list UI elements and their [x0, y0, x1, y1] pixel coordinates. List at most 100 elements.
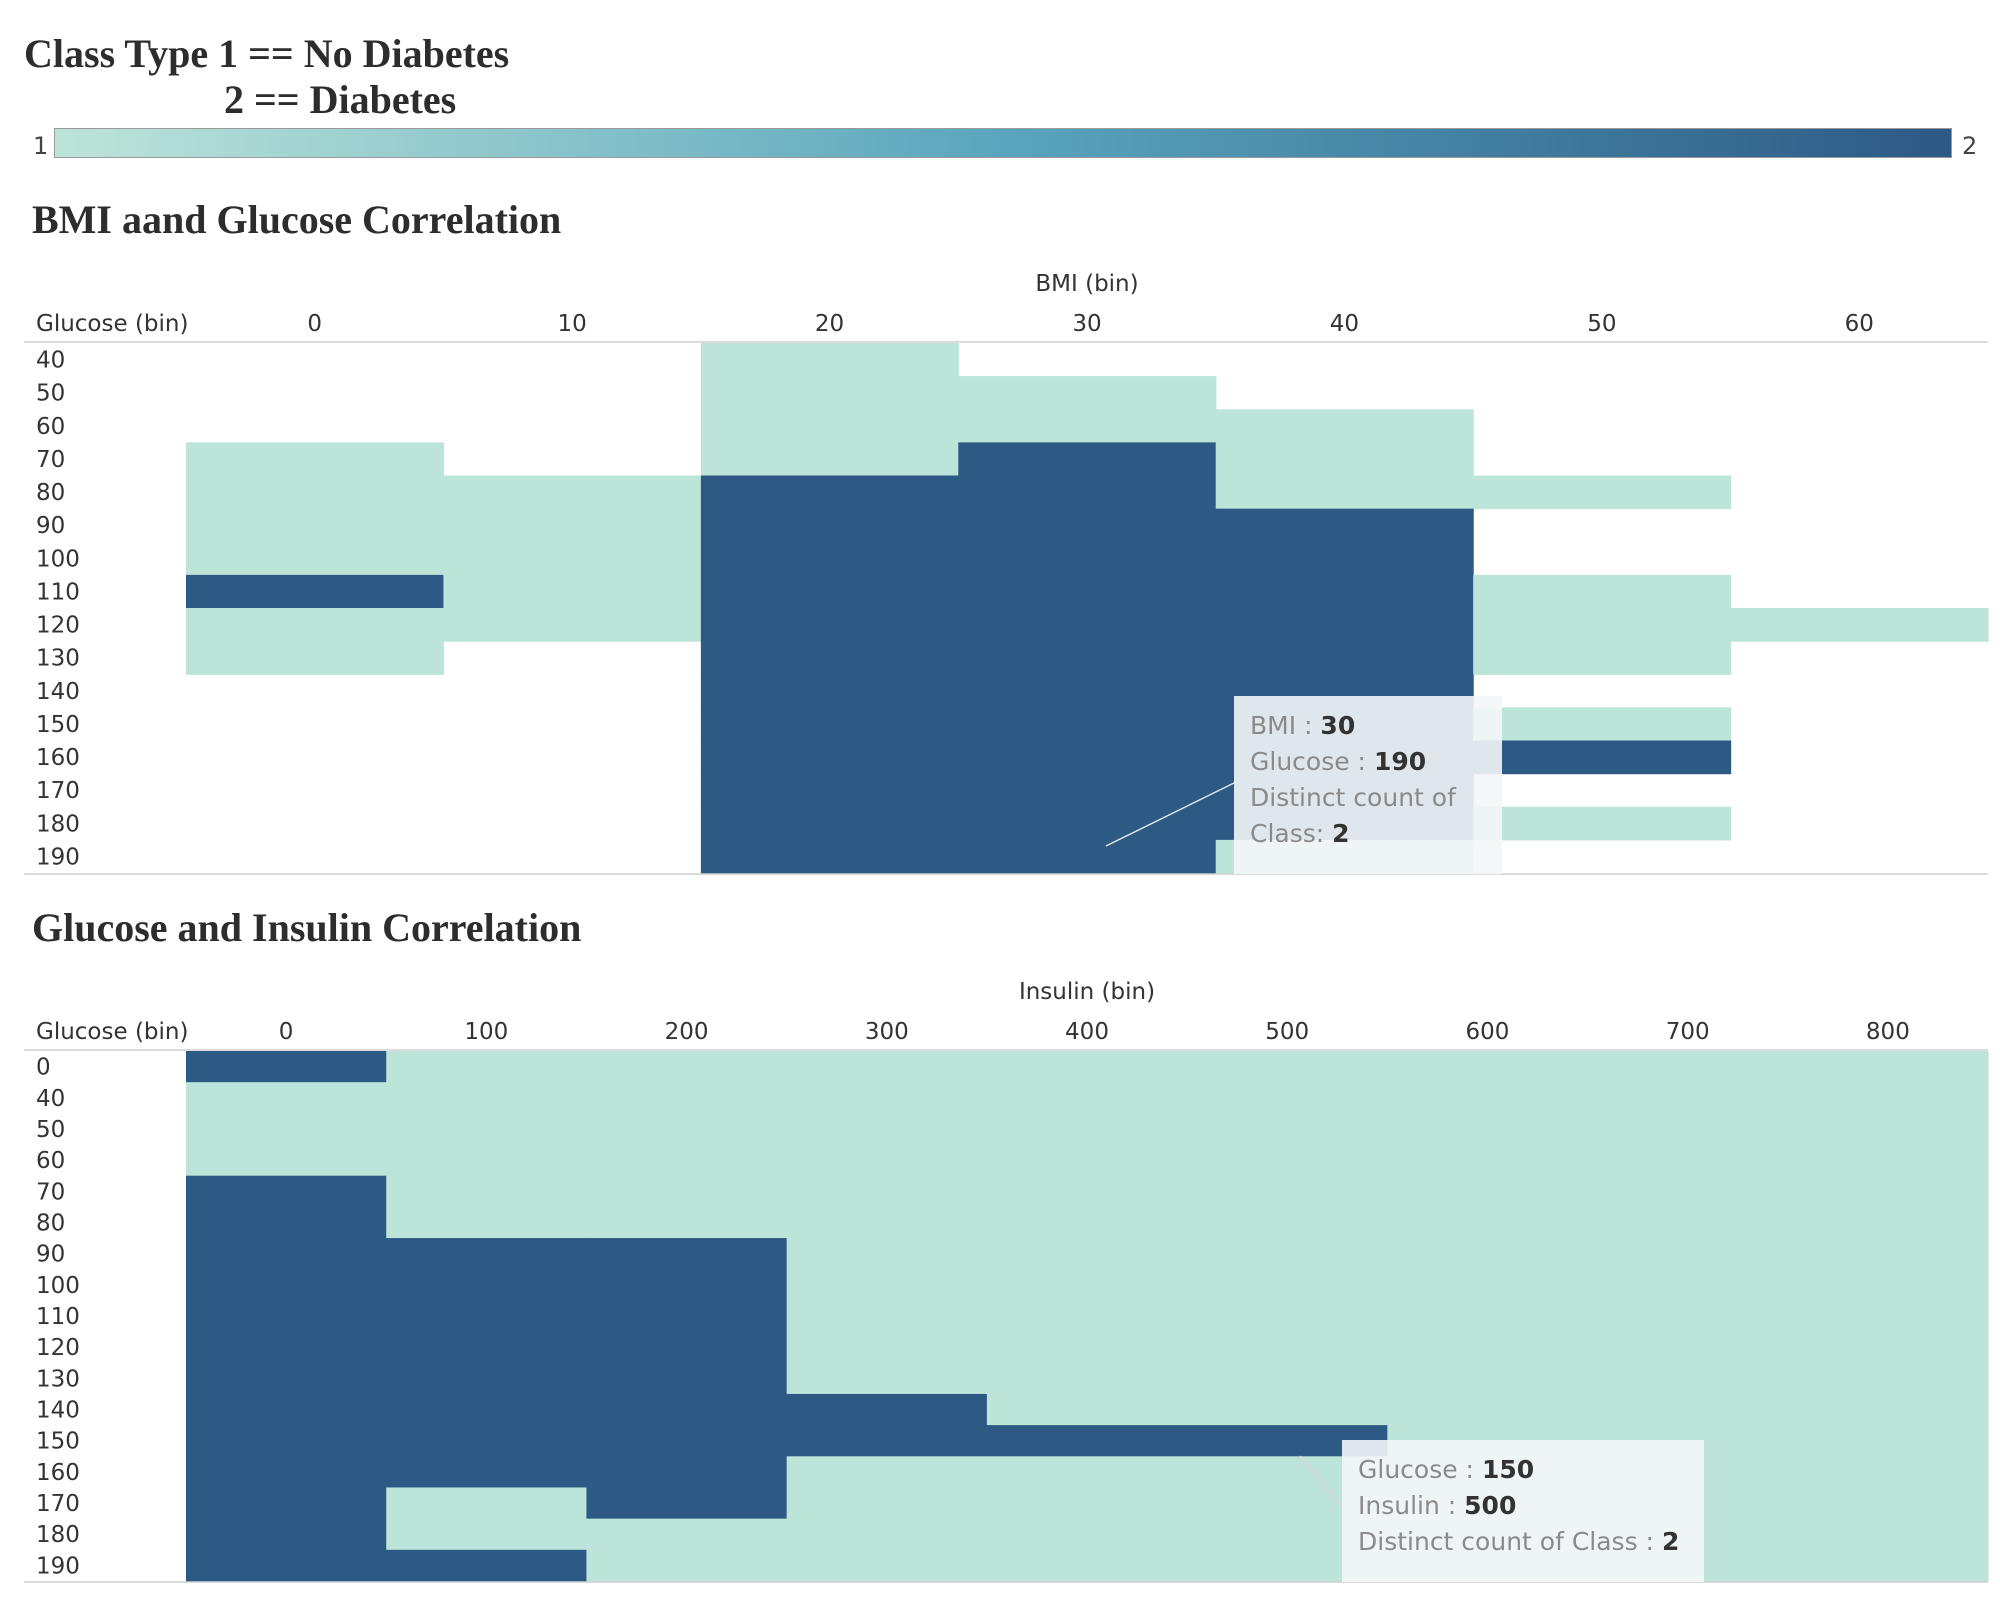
heatmap-cell[interactable] — [186, 1113, 387, 1146]
heatmap-cell[interactable] — [386, 1175, 588, 1208]
heatmap-cell[interactable] — [1473, 707, 1732, 742]
heatmap-cell[interactable] — [1473, 806, 1732, 841]
heatmap-cell[interactable] — [586, 1549, 788, 1582]
heatmap-cell[interactable] — [1187, 1206, 1388, 1239]
heatmap-cell[interactable] — [1187, 1175, 1388, 1208]
heatmap-cell[interactable] — [1215, 608, 1474, 642]
heatmap-cell[interactable] — [1587, 1051, 1789, 1083]
heatmap-cell[interactable] — [1787, 1362, 1989, 1395]
heatmap-cell[interactable] — [1587, 1238, 1789, 1270]
heatmap-cell[interactable] — [786, 1456, 988, 1489]
heatmap-cell[interactable] — [1587, 1300, 1789, 1333]
heatmap-cell[interactable] — [386, 1144, 588, 1177]
heatmap-cell[interactable] — [386, 1051, 588, 1083]
heatmap-cell[interactable] — [1787, 1456, 1989, 1489]
heatmap-cell[interactable] — [786, 1144, 988, 1177]
heatmap-cell[interactable] — [1587, 1206, 1789, 1239]
heatmap-cell[interactable] — [958, 409, 1217, 443]
heatmap-cell[interactable] — [386, 1362, 588, 1395]
heatmap-cell[interactable] — [1473, 740, 1732, 775]
heatmap-cell[interactable] — [786, 1206, 988, 1239]
heatmap-cell[interactable] — [986, 1269, 1188, 1302]
heatmap-cell[interactable] — [1215, 574, 1474, 609]
heatmap-cell[interactable] — [700, 839, 959, 874]
heatmap-cell[interactable] — [443, 608, 702, 642]
heatmap-cell[interactable] — [1187, 1331, 1388, 1364]
heatmap-cell[interactable] — [1787, 1082, 1989, 1114]
heatmap-cell[interactable] — [186, 1518, 387, 1551]
heatmap-cell[interactable] — [186, 1362, 387, 1395]
heatmap-cell[interactable] — [1473, 574, 1732, 609]
heatmap-cell[interactable] — [386, 1238, 588, 1270]
heatmap-cell[interactable] — [700, 409, 959, 443]
heatmap-cell[interactable] — [1187, 1362, 1388, 1395]
heatmap-cell[interactable] — [986, 1113, 1188, 1146]
heatmap-cell[interactable] — [986, 1238, 1188, 1270]
heatmap-cell[interactable] — [1587, 1082, 1789, 1114]
heatmap-cell[interactable] — [586, 1051, 788, 1083]
heatmap-cell[interactable] — [386, 1113, 588, 1146]
heatmap-cell[interactable] — [1387, 1082, 1589, 1114]
heatmap-cell[interactable] — [386, 1487, 588, 1520]
heatmap-cell[interactable] — [443, 541, 702, 576]
heatmap-cell[interactable] — [1215, 409, 1474, 443]
heatmap-cell[interactable] — [586, 1144, 788, 1177]
heatmap-cell[interactable] — [986, 1393, 1188, 1426]
heatmap-cell[interactable] — [443, 475, 702, 510]
heatmap-cell[interactable] — [958, 674, 1217, 708]
heatmap-cell[interactable] — [958, 740, 1217, 775]
heatmap-cell[interactable] — [986, 1206, 1188, 1239]
heatmap-cell[interactable] — [700, 608, 959, 642]
heatmap-cell[interactable] — [1187, 1393, 1388, 1426]
heatmap-cell[interactable] — [786, 1113, 988, 1146]
heatmap-cell[interactable] — [386, 1518, 588, 1551]
heatmap-cell[interactable] — [186, 442, 445, 477]
heatmap-cell[interactable] — [1587, 1113, 1789, 1146]
heatmap-cell[interactable] — [786, 1487, 988, 1520]
heatmap-cell[interactable] — [700, 674, 959, 708]
heatmap-cell[interactable] — [186, 1269, 387, 1302]
heatmap-cell[interactable] — [1387, 1238, 1589, 1270]
heatmap-cell[interactable] — [958, 641, 1217, 675]
heatmap-cell[interactable] — [1787, 1113, 1989, 1146]
heatmap-cell[interactable] — [986, 1331, 1188, 1364]
heatmap-cell[interactable] — [1787, 1487, 1989, 1520]
heatmap-cell[interactable] — [1387, 1175, 1589, 1208]
heatmap-cell[interactable] — [700, 773, 959, 808]
heatmap-cell[interactable] — [958, 541, 1217, 576]
heatmap-cell[interactable] — [1215, 475, 1474, 510]
heatmap-cell[interactable] — [958, 773, 1217, 808]
heatmap-cell[interactable] — [1730, 608, 1989, 642]
heatmap-cell[interactable] — [586, 1331, 788, 1364]
heatmap-cell[interactable] — [386, 1425, 588, 1457]
heatmap-cell[interactable] — [1787, 1300, 1989, 1333]
heatmap-cell[interactable] — [186, 1393, 387, 1426]
heatmap-cell[interactable] — [986, 1362, 1188, 1395]
heatmap-cell[interactable] — [186, 541, 445, 576]
heatmap-cell[interactable] — [186, 641, 445, 675]
heatmap-cell[interactable] — [386, 1393, 588, 1426]
heatmap-cell[interactable] — [186, 1206, 387, 1239]
heatmap-cell[interactable] — [1387, 1144, 1589, 1177]
heatmap-cell[interactable] — [958, 442, 1217, 477]
heatmap-cell[interactable] — [700, 806, 959, 841]
heatmap-cell[interactable] — [986, 1300, 1188, 1333]
bmi-glucose-heatmap[interactable]: BMI (bin) Glucose (bin) 0 10 20 30 40 50 60 40 50 6… — [0, 0, 2000, 880]
heatmap-cell[interactable] — [1787, 1518, 1989, 1551]
heatmap-cell[interactable] — [1787, 1269, 1989, 1302]
heatmap-cell[interactable] — [1215, 508, 1474, 543]
heatmap-cell[interactable] — [1387, 1362, 1589, 1395]
heatmap-cell[interactable] — [586, 1300, 788, 1333]
heatmap-cell[interactable] — [1387, 1393, 1589, 1426]
heatmap-cell[interactable] — [700, 475, 959, 510]
heatmap-cell[interactable] — [786, 1300, 988, 1333]
heatmap-cell[interactable] — [1215, 641, 1474, 675]
heatmap-cell[interactable] — [1787, 1051, 1989, 1083]
heatmap-cell[interactable] — [786, 1269, 988, 1302]
heatmap-cell[interactable] — [958, 475, 1217, 510]
heatmap-cell[interactable] — [1215, 442, 1474, 477]
heatmap-cell[interactable] — [700, 740, 959, 775]
heatmap-cell[interactable] — [1187, 1300, 1388, 1333]
heatmap-cell[interactable] — [986, 1144, 1188, 1177]
heatmap-cell[interactable] — [786, 1518, 988, 1551]
